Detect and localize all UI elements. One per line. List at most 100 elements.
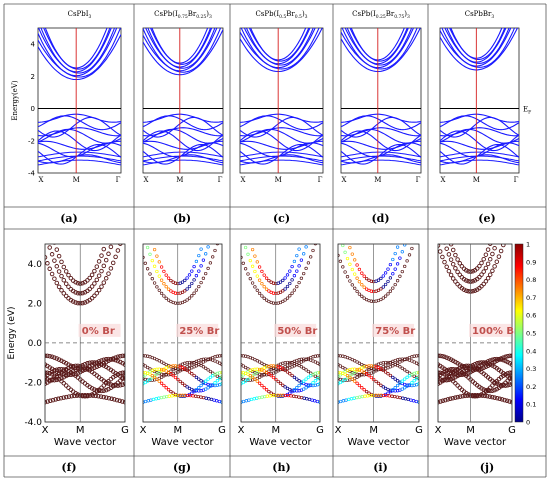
- valence-band: [440, 143, 519, 165]
- band-point: [292, 375, 297, 380]
- band-point: [448, 396, 453, 402]
- band-point: [204, 271, 208, 276]
- annotation-highlight: [469, 323, 512, 337]
- band-point: [262, 285, 266, 289]
- band-point: [118, 371, 123, 376]
- band-point: [207, 224, 210, 227]
- band-point: [110, 260, 116, 266]
- band-point: [171, 373, 175, 378]
- band-point: [262, 372, 266, 377]
- band-point: [197, 284, 201, 289]
- band-point: [101, 246, 107, 252]
- conduction-band: [240, 28, 316, 69]
- band-point: [113, 357, 118, 363]
- band-point: [281, 289, 285, 293]
- band-point: [120, 399, 125, 404]
- band-point: [269, 373, 273, 378]
- band-point: [360, 271, 364, 275]
- band-point: [260, 395, 264, 399]
- band-point: [253, 377, 257, 381]
- band-point: [148, 252, 152, 256]
- band-point: [43, 230, 47, 234]
- band-point: [446, 252, 452, 257]
- band-point: [350, 267, 354, 272]
- band-point: [406, 213, 409, 216]
- band-point: [217, 399, 222, 404]
- band-point: [94, 360, 100, 366]
- band-point: [360, 294, 364, 298]
- k-label-Γ: Γ: [514, 176, 519, 184]
- plot-frame: [37, 27, 122, 174]
- band-point: [99, 253, 104, 258]
- band-point: [214, 222, 217, 225]
- band-point: [196, 394, 200, 399]
- band-point: [504, 237, 508, 241]
- band-point: [54, 280, 60, 286]
- band-point: [288, 269, 292, 273]
- band-point: [52, 276, 57, 281]
- band-point: [250, 264, 255, 268]
- plot-frame: [44, 243, 126, 423]
- band-point: [341, 265, 345, 269]
- scatter-points: [438, 193, 512, 405]
- band-point: [99, 385, 104, 390]
- band-point: [63, 269, 69, 274]
- band-point: [201, 381, 206, 385]
- band-point: [497, 233, 501, 237]
- band-point: [415, 201, 418, 204]
- band-point: [59, 273, 64, 279]
- band-point: [211, 374, 215, 378]
- band-point: [386, 267, 390, 271]
- band-point: [143, 362, 145, 367]
- band-point: [438, 249, 443, 254]
- band-point: [483, 360, 489, 366]
- band-point: [183, 383, 187, 387]
- band-point: [271, 375, 276, 380]
- conduction-band: [441, 28, 512, 67]
- conduction-band: [350, 28, 405, 61]
- valence-band: [240, 116, 323, 138]
- deep-band: [38, 151, 121, 158]
- band-point: [244, 399, 248, 403]
- panel-label: (d): [371, 212, 389, 225]
- y-tick-label: 4: [31, 41, 36, 49]
- band-point: [201, 365, 206, 369]
- band-point: [398, 381, 402, 385]
- band-point: [115, 248, 121, 253]
- band-point: [54, 247, 60, 252]
- band-point: [357, 280, 362, 284]
- band-point: [386, 292, 390, 296]
- band-point: [309, 230, 312, 233]
- band-point: [155, 254, 159, 258]
- band-point: [403, 377, 407, 381]
- band-point: [504, 209, 508, 213]
- band-point: [445, 397, 451, 402]
- band-point: [149, 233, 152, 236]
- band-point: [353, 286, 357, 290]
- band-point: [169, 278, 173, 283]
- band-point: [255, 288, 259, 292]
- band-point: [59, 376, 64, 381]
- band-point: [502, 193, 506, 197]
- band-point: [114, 230, 118, 234]
- panel-label: (e): [478, 212, 495, 225]
- band-point: [309, 382, 313, 387]
- band-point: [267, 389, 271, 394]
- band-point: [103, 276, 109, 281]
- band-point: [218, 377, 222, 381]
- band-point: [120, 353, 125, 359]
- valence-band: [240, 115, 323, 131]
- conduction-band: [446, 28, 507, 63]
- band-point: [208, 261, 213, 265]
- band-point: [96, 393, 101, 399]
- band-point: [455, 367, 460, 373]
- band-point: [101, 357, 107, 363]
- band-point: [63, 293, 69, 299]
- fermi-label: EF: [523, 106, 531, 116]
- band-point: [289, 394, 293, 398]
- band-point: [509, 374, 512, 379]
- band-point: [213, 381, 217, 385]
- band-point: [474, 266, 480, 271]
- k-label-M: M: [176, 176, 183, 184]
- band-point: [438, 370, 443, 376]
